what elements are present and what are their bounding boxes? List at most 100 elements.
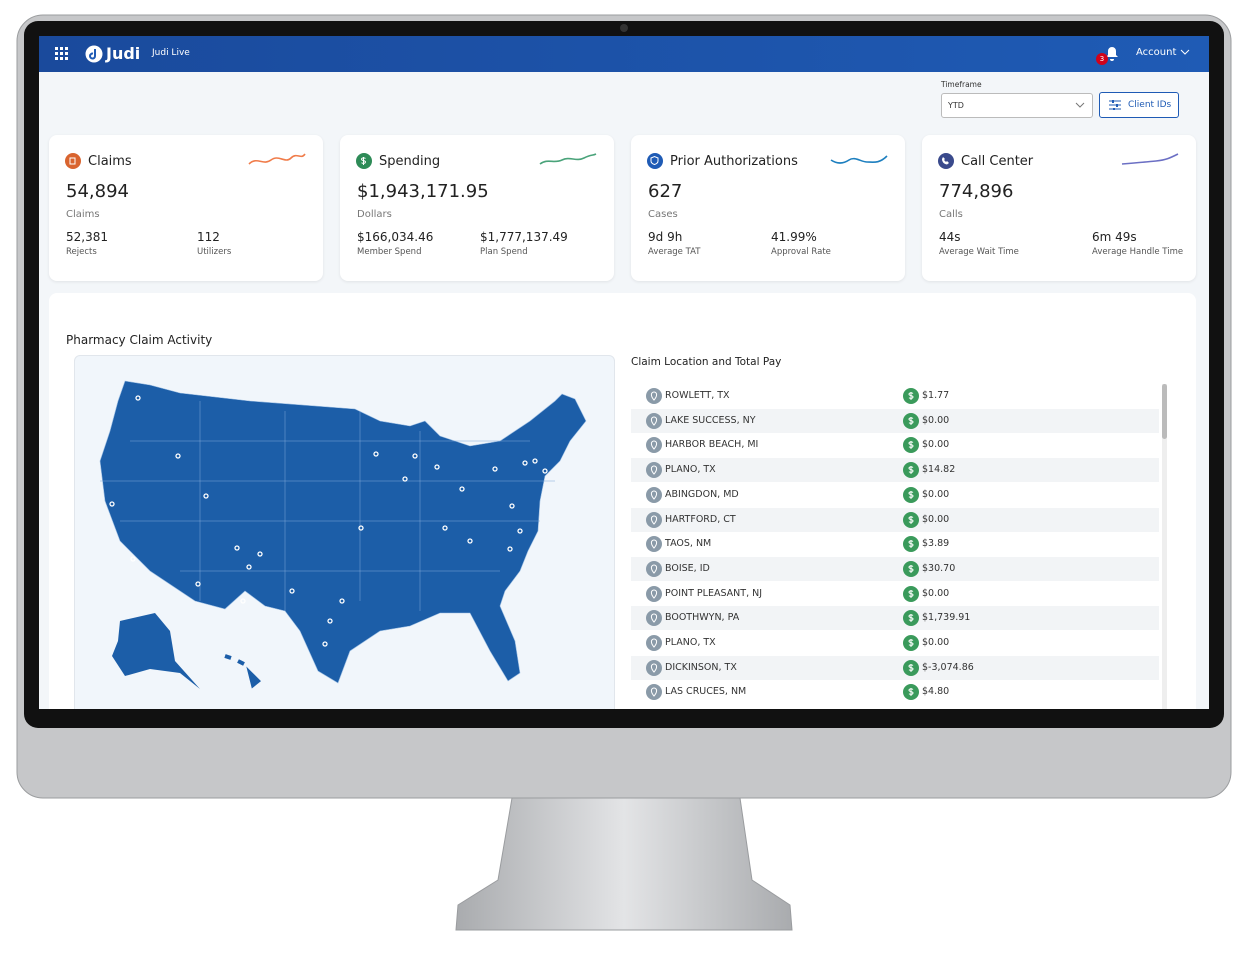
stat-label: Average Handle Time	[1092, 247, 1184, 257]
bell-icon[interactable]	[1105, 46, 1119, 62]
stat-label: Rejects	[66, 247, 97, 257]
table-row: TAOS, NM $3.89	[631, 532, 1159, 556]
stat-value: $1,777,137.49	[480, 230, 568, 244]
pin-icon	[646, 635, 662, 654]
table-row: HARTFORD, CT $0.00	[631, 507, 1159, 532]
pin-icon	[646, 462, 662, 481]
dollar-icon	[903, 560, 919, 580]
alaska	[112, 613, 200, 689]
total-pay: $0.00	[922, 513, 950, 525]
pin-icon	[646, 437, 662, 456]
client-ids-button[interactable]: Client IDs	[1099, 92, 1179, 118]
card-unit: Calls	[939, 209, 963, 220]
scrollbar[interactable]	[1162, 384, 1167, 709]
table-row: BOOTHWYN, PA $1,739.91	[631, 606, 1159, 631]
location: HARTFORD, CT	[665, 513, 736, 525]
location: PLANO, TX	[665, 464, 716, 476]
table-row: POINT PLEASANT, NJ $0.00	[631, 582, 1159, 606]
timeframe-value: YTD	[948, 101, 964, 110]
pin-icon	[646, 511, 662, 531]
card-title: Spending	[379, 154, 441, 169]
location: LAKE SUCCESS, NY	[665, 414, 756, 426]
notification-badge: 3	[1096, 53, 1108, 65]
client-ids-text: Client IDs	[1128, 100, 1172, 110]
total-pay: $14.82	[922, 464, 956, 476]
location: POINT PLEASANT, NJ	[665, 587, 763, 599]
activity-panel: Pharmacy Claim Activity Claim Location a…	[49, 293, 1196, 709]
stat-label: Average Wait Time	[939, 247, 1019, 257]
stat-value: 112	[197, 230, 220, 244]
total-pay: $0.00	[922, 414, 950, 426]
dollar-icon	[903, 635, 919, 654]
card-icon	[647, 153, 663, 173]
stat-value: 52,381	[66, 230, 108, 244]
stat-label: Approval Rate	[771, 247, 831, 257]
stat-value: 44s	[939, 230, 961, 244]
dollar-icon	[903, 659, 919, 679]
dollar-icon	[903, 412, 919, 432]
location: BOISE, ID	[665, 562, 710, 574]
card-title: Claims	[88, 154, 132, 169]
table-row: ABINGDON, MD $0.00	[631, 483, 1159, 507]
pin-icon	[646, 486, 662, 506]
dollar-icon	[903, 585, 919, 605]
card-unit: Claims	[66, 209, 100, 220]
kpi-card: Claims 54,894 Claims 52,381 Rejects 112 Utiliz…	[49, 135, 323, 281]
card-title: Call Center	[961, 154, 1034, 169]
table-row: PLANO, TX $14.82	[631, 458, 1159, 483]
claim-markers	[109, 395, 548, 647]
location: DICKINSON, TX	[665, 661, 737, 673]
screen: Judi Judi Live 3 Account Timeframe YTD C…	[39, 36, 1209, 709]
dollar-icon	[903, 610, 919, 629]
kpi-card: Call Center 774,896 Calls 44s Average Wait T…	[922, 135, 1196, 281]
account-menu[interactable]: Account	[1136, 47, 1177, 58]
claim-table: ROWLETT, TX $1.77 LAKE SUCCESS, NY $0.00 HAR…	[631, 384, 1161, 709]
location: BOOTHWYN, PA	[665, 612, 740, 624]
location: ROWLETT, TX	[665, 390, 730, 401]
logo	[85, 45, 103, 63]
location: HARBOR BEACH, MI	[665, 439, 759, 451]
total-pay: $0.00	[922, 439, 950, 451]
dollar-icon	[903, 684, 919, 703]
monitor-stand	[455, 797, 793, 931]
table-row: BOISE, ID $30.70	[631, 556, 1159, 581]
dollar-icon	[903, 486, 919, 506]
table-row: PLANO, TX $0.00	[631, 631, 1159, 655]
total-pay: $4.80	[922, 686, 950, 698]
product-name: Judi Live	[152, 48, 190, 58]
location: TAOS, NM	[665, 538, 712, 550]
hawaii	[224, 654, 261, 689]
stat-label: Plan Spend	[480, 247, 528, 257]
us-map	[99, 380, 587, 689]
location: PLANO, TX	[665, 637, 716, 648]
total-pay: $1.77	[922, 390, 950, 401]
table-title: Claim Location and Total Pay	[631, 356, 782, 368]
dollar-icon	[903, 536, 919, 555]
card-unit: Dollars	[357, 209, 392, 220]
sparkline	[538, 152, 598, 172]
top-bar: Judi Judi Live 3 Account	[39, 36, 1209, 72]
table-row: LAS CRUCES, NM $4.80	[631, 680, 1159, 704]
apps-icon[interactable]	[55, 47, 69, 61]
kpi-card: Spending $1,943,171.95 Dollars $166,034.46 M…	[340, 135, 614, 281]
pin-icon	[646, 412, 662, 432]
total-pay: $0.00	[922, 587, 950, 599]
card-icon	[65, 153, 81, 173]
stat-label: Utilizers	[197, 247, 232, 257]
pin-icon	[646, 536, 662, 555]
app-name: Judi	[106, 44, 141, 63]
pin-icon	[646, 659, 662, 679]
card-title: Prior Authorizations	[670, 154, 798, 169]
total-pay: $0.00	[922, 488, 950, 500]
chevron	[1180, 49, 1190, 55]
timeframe-select[interactable]: YTD	[941, 93, 1093, 118]
dollar-icon	[903, 388, 919, 407]
table-row: HARBOR BEACH, MI $0.00	[631, 433, 1159, 457]
pin-icon	[646, 684, 662, 703]
map-box	[74, 355, 615, 709]
stat-label: Member Spend	[357, 247, 422, 257]
card-value: $1,943,171.95	[357, 181, 489, 202]
pin-icon	[646, 560, 662, 580]
location: ABINGDON, MD	[665, 488, 739, 500]
